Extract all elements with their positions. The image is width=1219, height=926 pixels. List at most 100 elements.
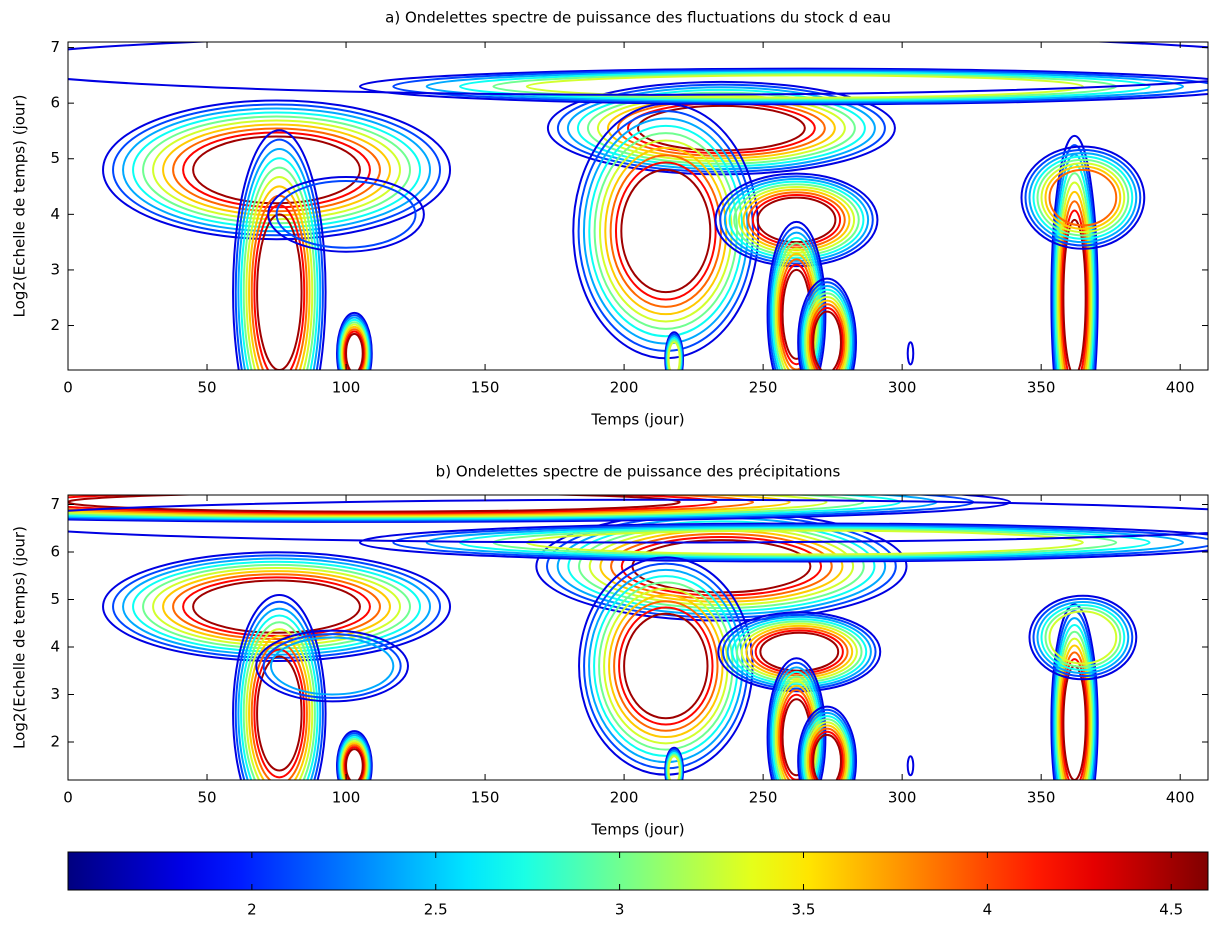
contour-line xyxy=(1040,604,1126,671)
x-tick-label: 300 xyxy=(888,379,917,397)
contour-line xyxy=(1051,144,1098,370)
contour-line xyxy=(614,161,717,301)
contour-line xyxy=(242,166,316,370)
x-tick-label: 150 xyxy=(471,379,500,397)
contour-line xyxy=(262,633,402,699)
contour-line xyxy=(68,498,1208,544)
contour-line xyxy=(359,67,1208,106)
contour-line xyxy=(1028,594,1138,681)
contour-line xyxy=(805,721,849,780)
x-tick-label: 200 xyxy=(610,379,639,397)
contour-line xyxy=(339,318,370,370)
contour-line xyxy=(797,705,857,780)
contour-line xyxy=(248,635,311,780)
y-tick-label: 4 xyxy=(50,638,60,656)
plot-frame xyxy=(67,494,1209,781)
contour-line xyxy=(342,325,367,370)
x-tick-label: 0 xyxy=(63,789,73,807)
contour-line xyxy=(567,520,876,613)
contour-line xyxy=(182,131,371,209)
contour-line xyxy=(1054,623,1095,780)
y-tick-label: 5 xyxy=(50,149,60,167)
contour-line xyxy=(162,123,391,217)
contour-line xyxy=(232,593,327,780)
contour-line xyxy=(586,91,856,165)
contour-line xyxy=(803,292,851,370)
contours xyxy=(68,42,1208,370)
contour-line xyxy=(618,606,714,726)
contour-line xyxy=(359,522,1208,563)
contour-line xyxy=(1036,600,1130,675)
contour-line xyxy=(192,135,361,205)
contour-line xyxy=(68,495,754,515)
contour-line xyxy=(1048,168,1118,227)
contour-line xyxy=(1028,152,1138,244)
contour-line xyxy=(805,295,849,370)
colorbar-tick-label: 3.5 xyxy=(792,901,816,919)
colorbar xyxy=(67,851,1209,891)
contour-line xyxy=(256,655,303,772)
contour-line xyxy=(800,284,854,370)
contour-line xyxy=(800,711,854,780)
contour-line xyxy=(1059,651,1090,780)
contour-line xyxy=(392,523,1208,562)
contour-line xyxy=(1044,165,1122,230)
contour-line xyxy=(714,172,879,268)
y-tick-label: 5 xyxy=(50,590,60,608)
contour-line xyxy=(255,629,409,703)
x-tick-label: 400 xyxy=(1166,379,1195,397)
x-tick-label: 350 xyxy=(1027,379,1056,397)
contour-line xyxy=(269,636,395,696)
x-tick-label: 100 xyxy=(332,789,361,807)
contour-line xyxy=(1062,218,1087,370)
contour-line xyxy=(152,566,401,647)
contour-line xyxy=(142,115,411,225)
contour-line xyxy=(1036,158,1130,237)
contour-line xyxy=(1062,665,1087,780)
contour-line xyxy=(1061,209,1088,370)
contour-line xyxy=(613,600,719,732)
contour-line xyxy=(751,193,842,246)
contour-line xyxy=(798,281,856,370)
contour-line xyxy=(1059,200,1090,370)
y-tick-label: 2 xyxy=(50,733,60,751)
contour-line xyxy=(768,661,825,780)
contour-line xyxy=(637,104,806,152)
contour-line xyxy=(340,321,369,370)
contour-line xyxy=(1055,172,1094,370)
contour-line xyxy=(1040,162,1126,234)
contour-line xyxy=(253,648,306,779)
contour-line xyxy=(807,299,847,370)
contour-line xyxy=(1048,610,1118,665)
contour-line xyxy=(340,738,369,780)
contour-line xyxy=(667,755,681,780)
contour-line xyxy=(620,168,712,294)
contour-line xyxy=(1032,597,1134,678)
y-tick-label: 3 xyxy=(50,685,60,703)
x-axis-label: Temps (jour) xyxy=(590,411,684,429)
contour-line xyxy=(132,560,422,653)
y-tick-label: 3 xyxy=(50,260,60,278)
contours xyxy=(68,495,1208,780)
contour-line xyxy=(425,70,1184,103)
contour-line xyxy=(245,176,314,370)
contour-line xyxy=(546,80,896,176)
x-tick-label: 400 xyxy=(1166,789,1195,807)
contour-line xyxy=(68,495,828,518)
contour-line xyxy=(747,191,846,249)
chart-title: a) Ondelettes spectre de puissance des f… xyxy=(385,9,891,27)
y-tick-label: 7 xyxy=(50,495,60,513)
contour-line xyxy=(576,88,866,168)
contour-line xyxy=(338,734,371,780)
contour-line xyxy=(721,613,877,690)
colorbar-tick-label: 3 xyxy=(615,901,625,919)
contour-line xyxy=(343,744,366,780)
contour-line xyxy=(240,614,319,780)
contour-line xyxy=(737,185,856,254)
x-tick-label: 0 xyxy=(63,379,73,397)
contour-line xyxy=(1053,617,1096,780)
y-tick-label: 4 xyxy=(50,205,60,223)
contour-line xyxy=(798,708,856,780)
contour-line xyxy=(906,341,915,366)
